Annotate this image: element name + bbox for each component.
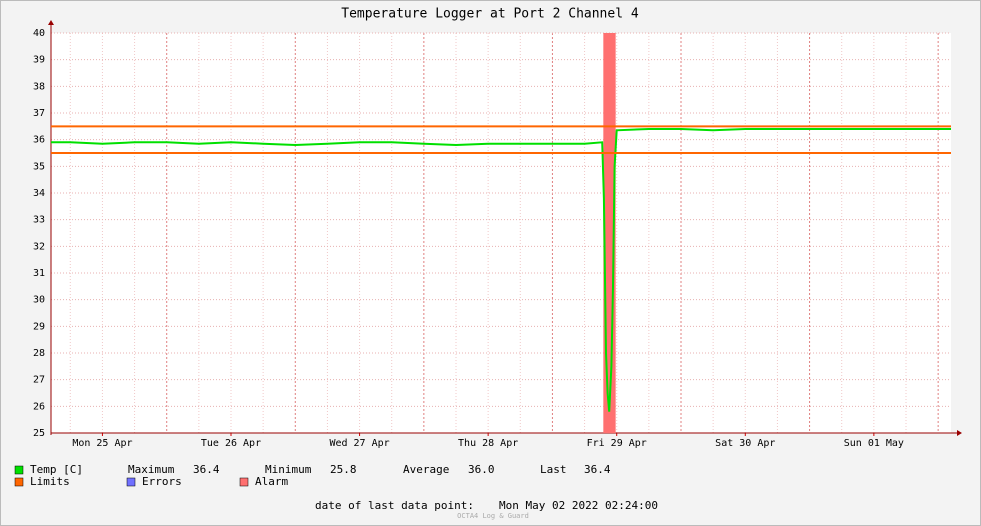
legend-swatch (126, 477, 136, 487)
y-tick-label: 40 (33, 28, 45, 39)
stat-value: 36.4 (584, 463, 611, 476)
footer-label: date of last data point: (315, 499, 474, 512)
y-tick-label: 26 (33, 401, 45, 412)
y-tick-label: 25 (33, 428, 45, 439)
stat-value: 36.4 (193, 463, 220, 476)
x-tick-label: Fri 29 Apr (587, 438, 647, 449)
series-line (51, 128, 951, 412)
x-tick-label: Tue 26 Apr (201, 438, 261, 449)
x-arrow (957, 430, 962, 436)
legend-label: Limits (30, 475, 70, 488)
legend-swatch (14, 465, 24, 475)
y-tick-label: 36 (33, 135, 45, 146)
grid (48, 20, 962, 436)
y-tick-label: 38 (33, 81, 45, 92)
x-tick-label: Thu 28 Apr (458, 438, 518, 449)
y-tick-label: 34 (33, 188, 45, 199)
y-tick-label: 32 (33, 241, 45, 252)
y-tick-label: 28 (33, 348, 45, 359)
stat-label: Minimum (265, 463, 312, 476)
stat-value: 25.8 (330, 463, 357, 476)
labels: 25 26 27 28 29 30 31 32 33 34 35 36 37 38 39 40 Mon 25 A… (14, 28, 904, 488)
y-tick-label: 27 (33, 375, 45, 386)
x-tick-label: Sat 30 Apr (715, 438, 775, 449)
stat-label: Maximum (128, 463, 175, 476)
watermark: OCTA4 Log & Guard (457, 512, 529, 520)
x-tick-label: Mon 25 Apr (72, 438, 132, 449)
stat-label: Last (540, 463, 567, 476)
legend-label: Alarm (255, 475, 288, 488)
y-arrow (48, 20, 54, 25)
chart-title: Temperature Logger at Port 2 Channel 4 (341, 7, 639, 22)
x-tick-label: Sun 01 May (844, 438, 904, 449)
y-tick-label: 30 (33, 295, 45, 306)
legend-swatch (239, 477, 249, 487)
y-tick-label: 33 (33, 215, 45, 226)
y-tick-label: 31 (33, 268, 45, 279)
stat-label: Average (403, 463, 449, 476)
plot-area (51, 33, 951, 433)
legend-label: Temp [C] (30, 463, 83, 476)
legend-swatch (14, 477, 24, 487)
stat-value: 36.0 (468, 463, 495, 476)
y-tick-label: 35 (33, 161, 45, 172)
x-tick-label: Wed 27 Apr (329, 438, 389, 449)
footer-value: Mon May 02 2022 02:24:00 (499, 499, 658, 512)
marks (51, 33, 951, 433)
y-tick-label: 29 (33, 321, 45, 332)
legend-label: Errors (142, 475, 182, 488)
y-tick-label: 39 (33, 55, 45, 66)
y-tick-label: 37 (33, 108, 45, 119)
